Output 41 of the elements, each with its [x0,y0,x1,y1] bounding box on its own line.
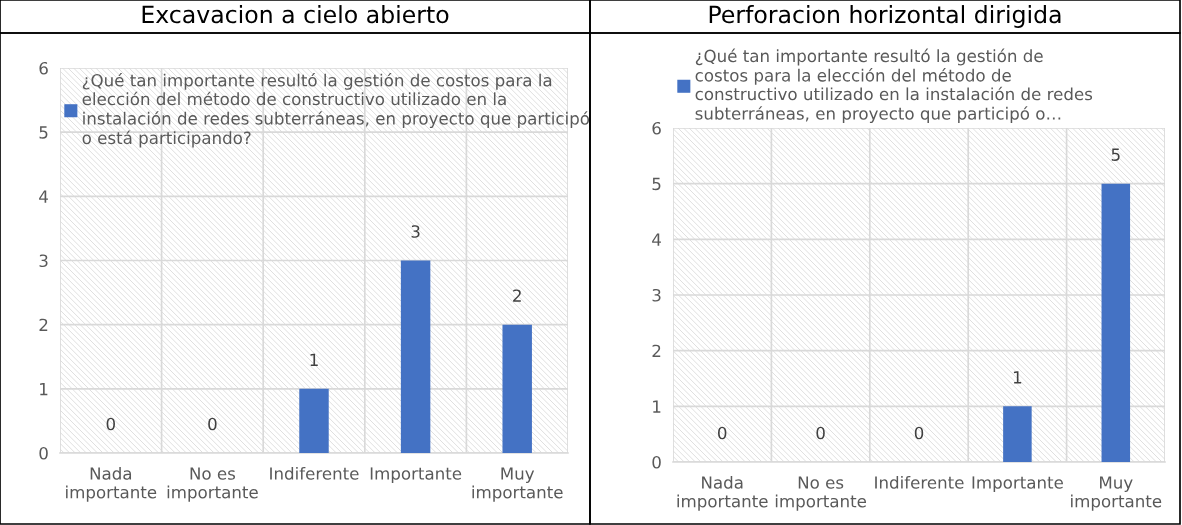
y-tick-label: 2 [652,344,661,357]
legend-label: ¿Qué tan importante resultó la gestión de costos para la elección del método de constructivo utilizado en la instalación de redes subterráneas, en proyecto que participó o está participando? [82,73,590,148]
bar [502,324,532,453]
x-tick-label: Nada importante [677,475,768,511]
x-tick-label: Indiferente [270,466,359,480]
y-tick-label: 2 [39,318,48,331]
y-tick-label: 1 [653,400,661,413]
chart-title: Excavacion a cielo abierto [142,5,449,24]
data-label: 0 [718,426,727,440]
chart-title: Perforacion horizontal dirigida [709,5,1061,28]
y-tick-label: 1 [40,383,48,396]
y-tick-label: 4 [652,233,661,246]
legend-label: ¿Qué tan importante resultó la gestión de costos para la elección del método de constructivo utilizado en la instalación de redes subterráneas, en proyecto que participó o… [695,48,1093,123]
y-tick-label: 4 [39,190,48,203]
data-label: 5 [1111,148,1120,161]
bar [299,388,329,453]
y-tick-label: 6 [652,121,661,135]
bar [400,260,431,453]
data-label: 1 [1013,371,1022,384]
x-tick-label: Importante [370,467,462,484]
y-tick-label: 0 [39,446,48,460]
y-tick-label: 3 [652,288,661,302]
y-tick-label: 6 [39,61,48,75]
data-label: 1 [310,353,318,366]
x-tick-label: Importante [972,476,1063,493]
data-label: 2 [513,289,521,302]
y-tick-label: 5 [39,126,48,139]
x-tick-label: Nada importante [66,466,157,502]
x-tick-label: Indiferente [875,475,964,489]
data-label: 0 [816,426,825,440]
x-tick-label: No es importante [167,467,258,502]
x-tick-label: No es importante [775,476,867,511]
y-tick-label: 5 [652,177,661,191]
x-tick-label: Muy importante [472,467,563,502]
y-tick-label: 3 [39,254,48,268]
data-label: 0 [106,417,115,431]
data-label: 3 [411,225,420,238]
data-label: 0 [914,426,924,440]
data-label: 0 [208,417,217,431]
y-tick-label: 0 [652,455,661,469]
x-tick-label: Muy importante [1071,476,1162,511]
